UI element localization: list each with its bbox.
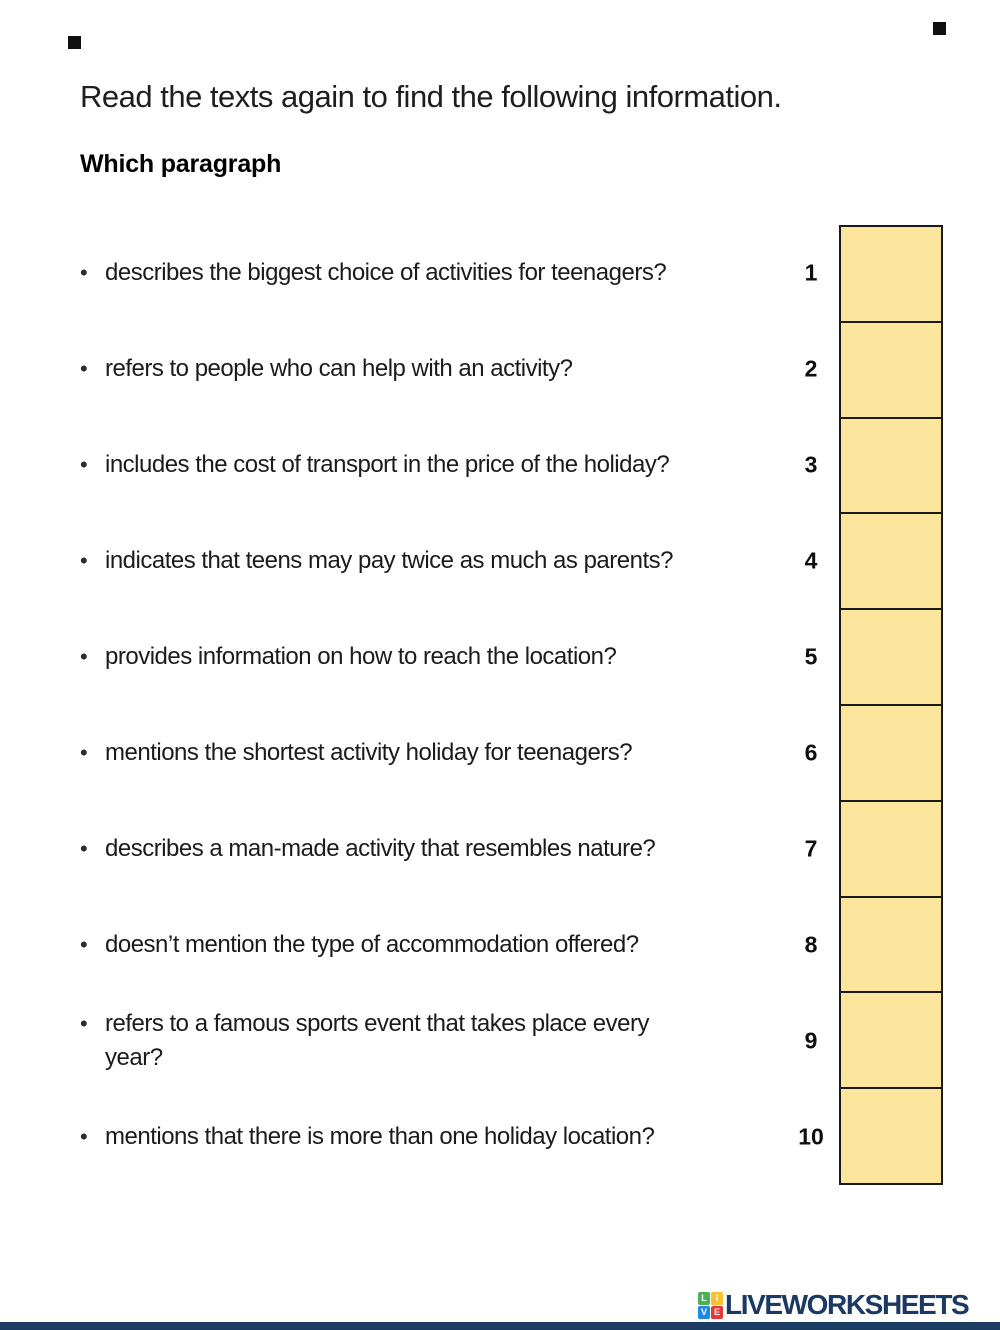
question-wrap: • mentions the shortest activity holiday … <box>80 736 810 770</box>
question-number: 3 <box>804 451 818 478</box>
bullet-icon: • <box>80 260 88 285</box>
logo-square-v: V <box>698 1305 710 1319</box>
question-text: doesn’t mention the type of accommodatio… <box>105 931 639 958</box>
answer-box-8[interactable] <box>841 897 941 994</box>
question-number: 4 <box>804 547 818 574</box>
question-text: includes the cost of transport in the pr… <box>105 451 670 478</box>
answer-box-2[interactable] <box>841 322 941 419</box>
question-number: 5 <box>804 643 818 670</box>
question-row-4: • indicates that teens may pay twice as m… <box>0 513 830 609</box>
bullet-icon: • <box>80 1011 88 1036</box>
footer-bar <box>0 1322 1000 1330</box>
answer-box-column <box>839 225 943 1185</box>
answer-box-9[interactable] <box>841 993 941 1090</box>
question-row-5: • provides information on how to reach th… <box>0 609 830 705</box>
question-row-3: • includes the cost of transport in the p… <box>0 417 830 513</box>
logo-square-i: I <box>711 1291 723 1305</box>
question-row-7: • describes a man-made activity that rese… <box>0 801 830 897</box>
answer-box-5[interactable] <box>841 610 941 706</box>
question-text: refers to people who can help with an ac… <box>105 355 573 382</box>
answer-box-3[interactable] <box>841 418 941 515</box>
question-wrap: • describes the biggest choice of activit… <box>80 256 810 290</box>
bullet-icon: • <box>80 836 88 861</box>
bullet-icon: • <box>80 740 88 765</box>
question-number: 9 <box>804 1027 818 1054</box>
answer-box-10[interactable] <box>841 1089 941 1183</box>
question-text: provides information on how to reach the… <box>105 643 617 670</box>
bullet-icon: • <box>80 644 88 669</box>
bullet-icon: • <box>80 356 88 381</box>
page-corner-mark-right <box>933 22 946 35</box>
bullet-icon: • <box>80 932 88 957</box>
logo-square-l: L <box>698 1291 710 1305</box>
question-number: 1 <box>804 259 818 286</box>
question-text: indicates that teens may pay twice as mu… <box>105 547 673 574</box>
worksheet-title: Read the texts again to find the followi… <box>80 79 782 114</box>
question-text: mentions that there is more than one hol… <box>105 1123 655 1150</box>
liveworksheets-wordmark: LIVEWORKSHEETS <box>725 1289 970 1320</box>
question-wrap: • refers to people who can help with an a… <box>80 352 810 386</box>
bullet-icon: • <box>80 548 88 573</box>
question-wrap: • provides information on how to reach th… <box>80 640 810 674</box>
bullet-icon: • <box>80 1124 88 1149</box>
question-number: 7 <box>804 835 818 862</box>
question-wrap: • includes the cost of transport in the p… <box>80 448 810 482</box>
answer-box-7[interactable] <box>841 801 941 898</box>
question-row-2: • refers to people who can help with an a… <box>0 321 830 417</box>
question-number: 6 <box>804 739 818 766</box>
question-row-9: • refers to a famous sports event that ta… <box>0 993 830 1089</box>
answer-box-4[interactable] <box>841 514 941 611</box>
page-corner-mark-left <box>68 36 81 49</box>
question-text: refers to a famous sports event that tak… <box>105 1010 649 1071</box>
section-heading: Which paragraph <box>80 150 282 178</box>
answer-box-6[interactable] <box>841 705 941 802</box>
question-wrap: • describes a man-made activity that rese… <box>80 832 810 866</box>
question-row-6: • mentions the shortest activity holiday … <box>0 705 830 801</box>
question-text: describes a man-made activity that resem… <box>105 835 656 862</box>
logo-square-e: E <box>711 1305 723 1319</box>
question-row-10: • mentions that there is more than one ho… <box>0 1089 830 1185</box>
question-wrap: • mentions that there is more than one ho… <box>80 1120 810 1154</box>
question-row-1: • describes the biggest choice of activit… <box>0 225 830 321</box>
question-number: 2 <box>804 355 818 382</box>
question-text: mentions the shortest activity holiday f… <box>105 739 633 766</box>
question-number: 10 <box>798 1123 824 1150</box>
question-wrap: • refers to a famous sports event that ta… <box>80 1007 810 1075</box>
question-wrap: • doesn’t mention the type of accommodati… <box>80 928 810 962</box>
answer-box-1[interactable] <box>841 227 941 323</box>
questions-list: • describes the biggest choice of activit… <box>0 225 830 1185</box>
question-text: describes the biggest choice of activiti… <box>105 259 667 286</box>
question-wrap: • indicates that teens may pay twice as m… <box>80 544 810 578</box>
question-row-8: • doesn’t mention the type of accommodati… <box>0 897 830 993</box>
question-number: 8 <box>804 931 818 958</box>
bullet-icon: • <box>80 452 88 477</box>
